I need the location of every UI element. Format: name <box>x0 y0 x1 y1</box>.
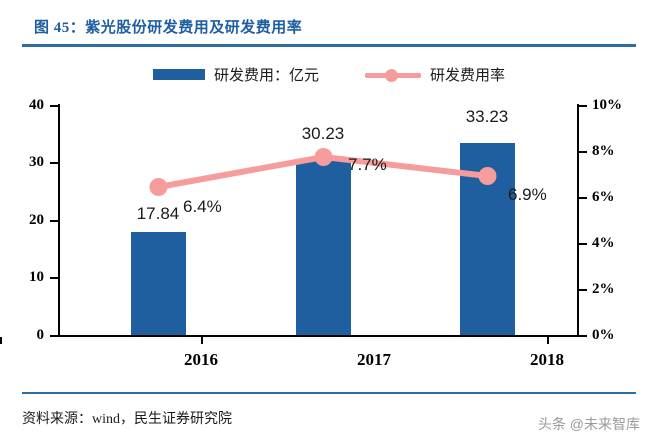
bar-value-label-2016: 17.84 <box>136 204 180 223</box>
right-axis-label-2: 2% <box>592 281 615 297</box>
left-axis-label-40: 40 <box>29 97 44 113</box>
right-axis-label-4: 4% <box>592 235 615 251</box>
legend-item-bar-series: 研发费用：亿元 <box>152 64 319 85</box>
category-axis-tick <box>547 337 549 344</box>
rate-point-2018[interactable] <box>478 167 497 185</box>
rate-value-label-2017: 7.7% <box>348 155 387 174</box>
left-axis-label-0: 0 <box>36 327 45 343</box>
category-axis-line <box>58 335 579 337</box>
chart-legend: 研发费用：亿元 研发费用率 <box>0 64 658 85</box>
figure-title: 图 45：紫光股份研发费用及研发费用率 <box>34 20 303 36</box>
bar-2016[interactable] <box>131 232 186 335</box>
right-axis-label-6: 6% <box>592 189 615 205</box>
category-label-2017: 2017 <box>357 350 391 369</box>
source-note: 资料来源：wind，民生证券研究院 <box>22 412 232 427</box>
left-axis-tick <box>50 162 58 164</box>
watermark: 头条 @未来智库 <box>537 416 640 432</box>
category-axis-tick <box>201 337 203 344</box>
legend-bar-swatch-icon <box>152 69 205 80</box>
right-axis-tick <box>579 243 587 245</box>
left-axis-label-10: 10 <box>29 269 44 285</box>
category-label-2018: 2018 <box>530 350 564 369</box>
right-axis-tick <box>579 105 587 107</box>
bar-value-label-2018: 33.23 <box>465 107 509 126</box>
right-axis-label-8: 8% <box>592 143 615 159</box>
rate-point-2017[interactable] <box>314 148 333 166</box>
left-axis-tick <box>50 220 58 222</box>
left-axis-line <box>58 104 60 337</box>
legend-label-line-series: 研发费用率 <box>430 68 506 84</box>
left-axis-tick <box>50 277 58 279</box>
category-axis-tick <box>0 337 2 344</box>
legend-line-swatch-icon <box>365 68 421 82</box>
footer-divider <box>22 392 636 394</box>
right-axis-tick <box>579 151 587 153</box>
left-axis-tick <box>50 105 58 107</box>
right-axis-tick <box>579 289 587 291</box>
rate-value-label-2016: 6.4% <box>183 197 222 216</box>
category-label-2016: 2016 <box>184 350 218 369</box>
right-axis-tick <box>579 197 587 199</box>
right-axis-label-10: 10% <box>592 97 622 113</box>
bar-2017[interactable] <box>296 160 351 335</box>
right-axis-line <box>577 104 579 337</box>
left-axis-label-30: 30 <box>29 154 44 170</box>
left-axis-tick <box>50 335 58 337</box>
right-axis-tick <box>579 335 587 337</box>
bar-value-label-2017: 30.23 <box>301 124 345 143</box>
legend-item-line-series: 研发费用率 <box>365 64 505 85</box>
title-divider <box>22 44 636 47</box>
rate-value-label-2018: 6.9% <box>508 185 547 204</box>
right-axis-label-0: 0% <box>592 327 615 343</box>
left-axis-label-20: 20 <box>29 212 44 228</box>
rate-point-2016[interactable] <box>149 178 168 196</box>
legend-label-bar-series: 研发费用：亿元 <box>213 68 319 84</box>
